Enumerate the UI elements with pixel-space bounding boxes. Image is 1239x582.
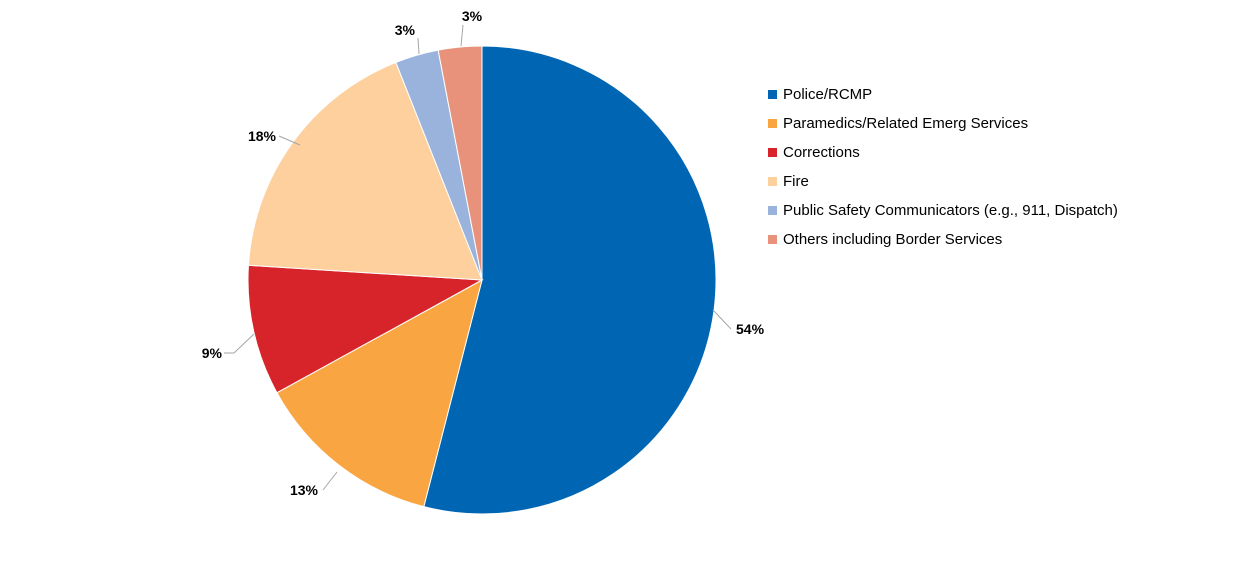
- legend-label: Public Safety Communicators (e.g., 911, …: [783, 202, 1118, 219]
- leader-line: [417, 37, 420, 55]
- legend-swatch: [768, 206, 777, 215]
- leader-line: [460, 24, 464, 47]
- data-label: 9%: [202, 345, 223, 361]
- legend-label: Fire: [783, 173, 809, 190]
- data-label: 18%: [248, 128, 277, 144]
- legend-swatch: [768, 119, 777, 128]
- legend-swatch: [768, 148, 777, 157]
- legend-item: Corrections: [768, 138, 1118, 167]
- leader-line: [322, 471, 338, 491]
- leader-lines: [224, 24, 732, 491]
- pie-slice-police-rcmp: [423, 45, 717, 515]
- data-labels: 54% 13% 9% 18% 3% 3%: [202, 8, 765, 498]
- pie-slice-others-including-border-services: [437, 45, 483, 281]
- pie-slice-corrections: [247, 264, 484, 394]
- data-label: 3%: [462, 8, 483, 24]
- legend-label: Corrections: [783, 144, 860, 161]
- legend-label: Paramedics/Related Emerg Services: [783, 115, 1029, 132]
- legend-swatch: [768, 235, 777, 244]
- legend-item: Police/RCMP: [768, 80, 1118, 109]
- legend-swatch: [768, 90, 777, 99]
- legend-item: Others including Border Services: [768, 225, 1118, 254]
- leader-line: [224, 333, 255, 354]
- data-label: 3%: [395, 22, 416, 38]
- pie-slice-paramedics-related-emerg-services: [276, 279, 483, 508]
- pie-slices: [247, 45, 717, 515]
- legend-item: Public Safety Communicators (e.g., 911, …: [768, 196, 1118, 225]
- legend-swatch: [768, 177, 777, 186]
- legend-label: Others including Border Services: [783, 231, 1003, 248]
- data-label: 54%: [736, 321, 765, 337]
- legend-item: Fire: [768, 167, 1118, 196]
- chart-legend: Police/RCMP Paramedics/Related Emerg Serv…: [768, 80, 1118, 254]
- leader-line: [278, 135, 301, 146]
- legend-item: Paramedics/Related Emerg Services: [768, 109, 1118, 138]
- leader-line: [712, 309, 732, 330]
- pie-slice-fire: [247, 61, 483, 281]
- legend-label: Police/RCMP: [783, 86, 873, 103]
- data-label: 13%: [290, 482, 319, 498]
